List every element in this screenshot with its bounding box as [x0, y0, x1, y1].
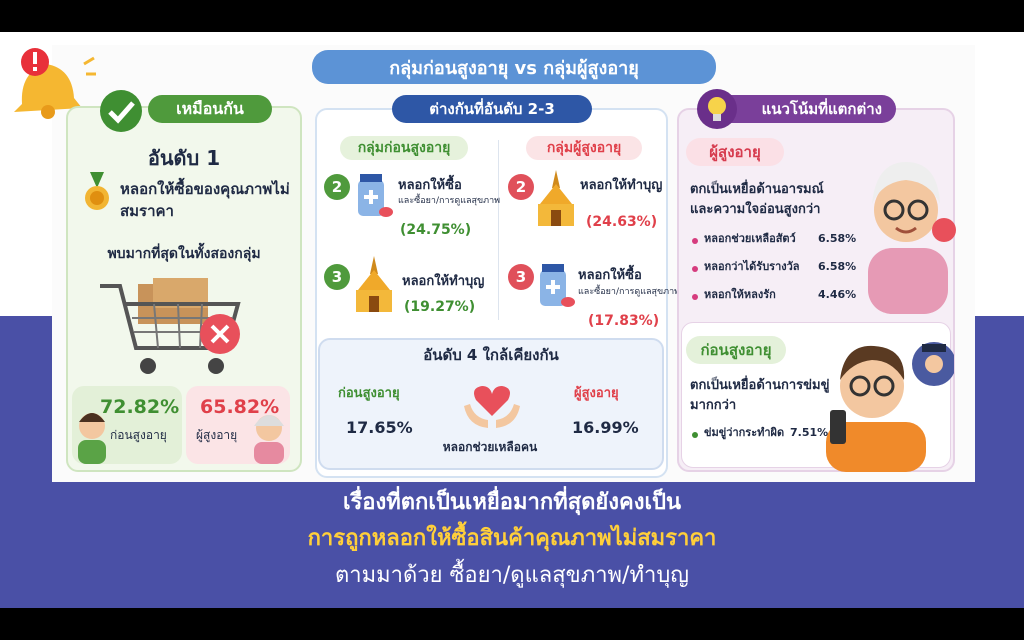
trend-label: แนวโน้มที่แตกต่าง — [761, 100, 882, 118]
item-value: (17.83%) — [588, 313, 660, 329]
rank4-title: อันดับ 4 ใกล้เคียงกัน — [423, 346, 559, 364]
rank-circle: 2 — [508, 174, 534, 200]
item-value: (19.27%) — [404, 299, 476, 315]
rank-circle: 2 — [324, 174, 350, 200]
check-icon — [100, 90, 142, 132]
medicine-icon — [358, 174, 393, 217]
same-label: เหมือนกัน — [176, 98, 244, 118]
item-sub: และซื้อยา/การดูแลสุขภาพ — [398, 196, 501, 206]
trend-item: ข่มขู่ว่ากระทำผิด — [704, 426, 785, 439]
bullet — [692, 266, 698, 272]
rank4-group-value: 17.65% — [346, 418, 413, 437]
trend-item: หลอกให้หลงรัก — [704, 288, 776, 301]
caption-line: เรื่องที่ตกเป็นเหยื่อมากที่สุดยังคงเป็น — [342, 490, 682, 515]
group-pill: กลุ่มก่อนสูงอายุ — [340, 136, 468, 160]
item-value: (24.63%) — [586, 214, 658, 230]
item-title: หลอกให้ซื้อ — [578, 268, 642, 283]
same-group-value: 72.82% — [100, 396, 180, 418]
trend-value: 7.51% — [790, 426, 829, 439]
item-title: หลอกให้ซื้อ — [398, 178, 462, 193]
group-name: ก่อนสูงอายุ — [700, 341, 772, 359]
trend-item: หลอกว่าได้รับรางวัล — [704, 260, 800, 273]
bullet — [692, 294, 698, 300]
item-title: หลอกให้ทำบุญ — [402, 274, 485, 289]
item-sub: และซื้อยา/การดูแลสุขภาพ — [578, 287, 681, 297]
group-pill: ก่อนสูงอายุ — [686, 336, 786, 364]
woman-avatar — [254, 415, 284, 464]
same-item: หลอกให้ซื้อของคุณภาพไม่สมราคา — [120, 180, 290, 220]
caption-line: ตามมาด้วย ซื้อยา/ดูแลสุขภาพ/ทำบุญ — [334, 563, 690, 588]
trend-value: 4.46% — [818, 288, 857, 301]
man-phone-illustration — [826, 342, 954, 472]
title-pill: กลุ่มก่อนสูงอายุ vs กลุ่มผู้สูงอายุ — [312, 50, 716, 84]
temple-icon — [356, 256, 392, 312]
temple-icon — [538, 170, 574, 226]
bell-icon — [14, 48, 96, 119]
man-avatar — [78, 413, 106, 464]
group-pill: กลุ่มผู้สูงอายุ — [526, 136, 642, 160]
same-group-value: 65.82% — [200, 396, 280, 418]
rank-circle: 3 — [508, 264, 534, 290]
cart-illustration — [100, 278, 241, 374]
diff-label: ต่างกันที่อันดับ 2-3 — [429, 100, 555, 118]
group-name: ผู้สูงอายุ — [709, 143, 761, 161]
same-badge: เหมือนกัน — [148, 95, 272, 123]
rank4-group-value: 16.99% — [572, 418, 639, 437]
item-value: (24.75%) — [400, 222, 472, 238]
diff-badge: ต่างกันที่อันดับ 2-3 — [392, 95, 592, 123]
trend-value: 6.58% — [818, 232, 857, 245]
same-note: พบมากที่สุดในทั้งสองกลุ่ม — [107, 246, 261, 262]
trend-desc: ตกเป็นเหยื่อด้านอารมณ์ และความใจอ่อนสูงก… — [690, 182, 824, 217]
same-rank: อันดับ 1 — [147, 146, 221, 170]
group-name: กลุ่มผู้สูงอายุ — [546, 140, 622, 156]
title: กลุ่มก่อนสูงอายุ vs กลุ่มผู้สูงอายุ — [389, 57, 639, 79]
medicine-icon — [540, 264, 575, 307]
same-group-label: ก่อนสูงอายุ — [110, 428, 167, 442]
bullet — [692, 432, 698, 438]
rank4-group-label: ผู้สูงอายุ — [574, 386, 619, 401]
group-name: กลุ่มก่อนสูงอายุ — [357, 140, 451, 156]
rank-circle: 3 — [324, 264, 350, 290]
rank4-group-label: ก่อนสูงอายุ — [338, 386, 400, 401]
trend-item: หลอกช่วยเหลือสัตว์ — [704, 232, 796, 245]
same-group-label: ผู้สูงอายุ — [196, 428, 238, 442]
heart-hands-icon — [464, 386, 520, 428]
column-divider — [498, 140, 499, 320]
grandma-illustration — [868, 162, 956, 314]
item-title: หลอกให้ทำบุญ — [580, 178, 663, 193]
bullet — [692, 238, 698, 244]
trend-desc: ตกเป็นเหยื่อด้านการข่มขู่ มากกว่า — [690, 378, 830, 413]
rank4-item: หลอกช่วยเหลือคน — [442, 440, 538, 454]
group-pill: ผู้สูงอายุ — [686, 138, 784, 166]
medal-icon — [85, 172, 109, 210]
bulb-icon — [697, 89, 737, 129]
caption-line: การถูกหลอกให้ซื้อสินค้าคุณภาพไม่สมราคา — [307, 526, 717, 551]
trend-value: 6.58% — [818, 260, 857, 273]
